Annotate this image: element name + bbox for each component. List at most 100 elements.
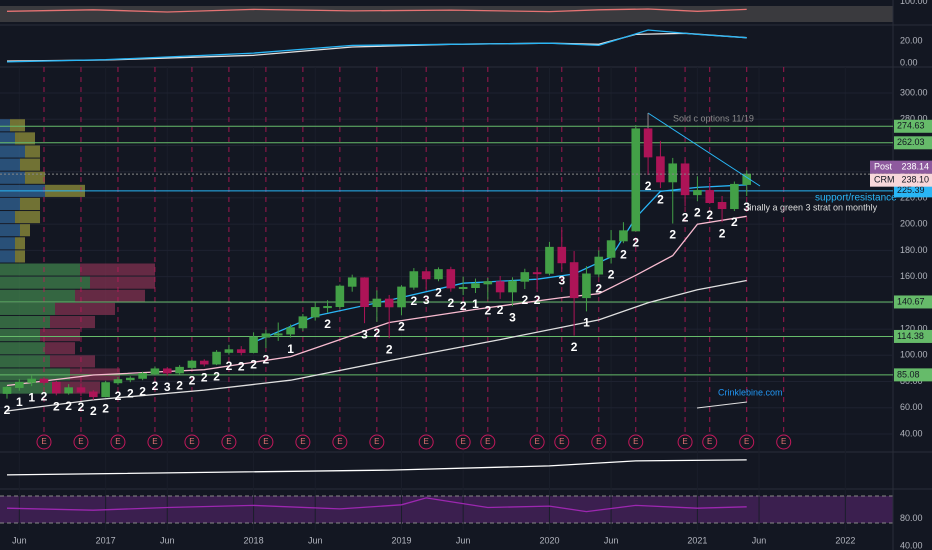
candle-body [594,256,604,275]
candle-body [150,368,160,375]
earnings-marker [73,434,89,450]
annotation: Sold c options 11/19 [673,113,754,123]
strat-label: 2 [139,384,146,398]
x-tick-label: 2022 [835,535,855,545]
y-tick-label: 160.00 [900,271,928,281]
profile-up [0,197,20,211]
price-value: 238.10 [901,175,929,185]
indicator-line [6,215,747,387]
profile-down [40,329,80,342]
indicator-line [6,497,747,513]
x-tick-label: 2021 [687,535,707,545]
strat-label: 2 [41,390,48,404]
earnings-label: E [744,437,749,446]
profile-down [25,171,45,184]
candle-body [224,349,234,353]
candle-body [273,333,283,336]
candle-body [471,283,480,289]
strat-label: 3 [361,327,368,341]
earnings-marker [739,434,755,450]
y-tick-label: 0.00 [900,57,918,67]
earnings-label: E [682,437,687,446]
earnings-label: E [423,437,428,446]
profile-up [0,315,50,329]
strat-label: 2 [731,215,738,229]
earnings-marker [221,434,237,450]
level-label: 262.03 [897,137,925,147]
earnings-label: E [460,437,465,446]
x-tick-label: 2017 [96,535,116,545]
strat-label: 2 [595,281,602,295]
strat-label: 3 [509,310,516,324]
profile-down [15,250,25,263]
x-tick-label: 2020 [539,535,559,545]
strat-label: 2 [324,317,331,331]
strat-label: 2 [645,179,652,193]
earnings-label: E [559,437,564,446]
candle-body [76,387,86,393]
y-tick-label: 60.00 [900,402,923,412]
earnings-marker [258,434,274,450]
strat-label: 3 [164,380,171,394]
earnings-label: E [41,437,46,446]
earnings-label: E [226,437,231,446]
candle-body [730,183,739,210]
earnings-marker [295,434,311,450]
candle-body [199,360,209,365]
earnings-label: E [707,437,712,446]
candle-body [89,391,98,398]
oscillator-band [0,6,893,22]
earnings-label: E [596,437,601,446]
profile-down [20,158,40,171]
earnings-marker [147,434,163,450]
x-tick-label: 2018 [244,535,264,545]
y-tick-label: 100.00 [900,350,928,360]
earnings-label: E [534,437,539,446]
level-label: 114.38 [897,331,924,341]
strat-label: 3 [743,200,750,214]
candle-body [39,378,49,383]
earnings-marker [776,434,792,450]
strat-label: 2 [534,293,541,307]
strat-label: 3 [558,274,565,288]
indicator-line [6,29,747,63]
candle-body [261,333,271,338]
profile-up [0,250,15,263]
strat-label: 2 [226,359,233,373]
indicator-line [6,279,747,412]
profile-down [20,224,30,237]
candle-body [606,240,616,258]
profile-up [0,211,15,224]
candle-body [249,336,258,353]
candle-body [705,190,715,204]
strat-label: 1 [28,390,35,404]
level-box [894,368,932,382]
earnings-label: E [485,437,490,446]
strat-label: 2 [657,192,664,206]
profile-down [75,289,145,302]
candle-body [384,298,394,308]
candle-body [2,386,12,394]
level-label: 85.08 [897,369,920,379]
candle-body [495,281,505,293]
earnings-label: E [152,437,157,446]
earnings-marker [36,434,52,450]
candle-body [15,381,24,388]
y-tick-label: 100.00 [900,0,928,6]
candle-body [397,286,406,308]
earnings-marker [628,434,644,450]
candle-body [175,366,184,374]
profile-up [0,132,15,145]
x-tick-label: 2019 [391,535,411,545]
profile-up [0,263,80,276]
profile-down [55,302,115,315]
candle-body [483,281,493,285]
strat-label: 2 [447,296,454,310]
strat-label: 2 [115,389,122,403]
profile-up [0,329,40,342]
price-name: CRM [874,175,895,185]
profile-up [0,224,20,237]
strat-label: 2 [620,247,627,261]
strat-label: 2 [706,208,713,222]
profile-down [20,197,40,211]
